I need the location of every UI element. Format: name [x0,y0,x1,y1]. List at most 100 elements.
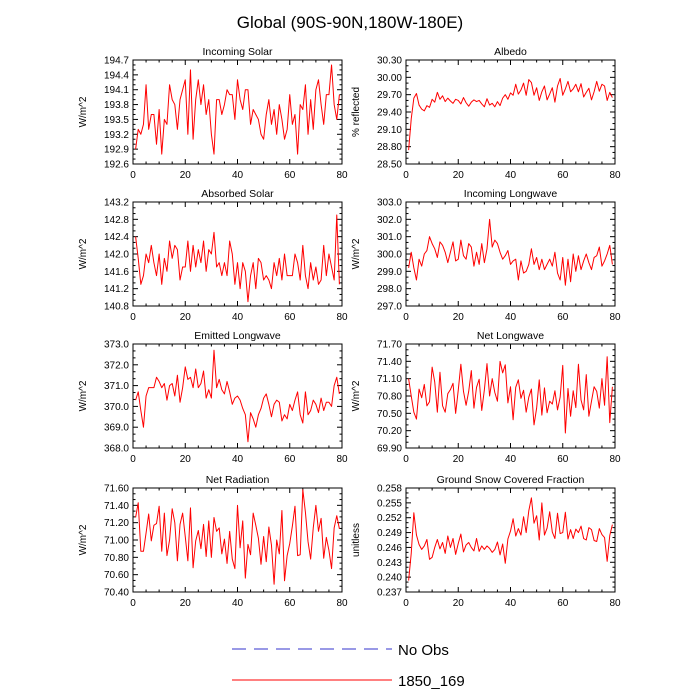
y-axis-label: % reflected [351,87,362,137]
x-tick-label: 20 [453,454,465,465]
x-tick-label: 80 [336,598,348,609]
panel-title: Net Longwave [477,330,544,342]
x-tick-label: 40 [232,454,244,465]
x-tick-label: 40 [505,598,517,609]
x-tick-label: 20 [453,170,465,181]
y-axis-label: W/m^2 [78,96,89,127]
y-tick-label: 140.8 [104,302,129,313]
y-tick-label: 370.0 [104,402,129,413]
y-tick-label: 70.20 [377,426,402,437]
series-line-1850-169 [135,489,340,585]
y-tick-label: 141.2 [104,284,129,295]
y-tick-label: 29.70 [377,90,402,101]
x-tick-label: 80 [609,598,621,609]
y-tick-label: 71.40 [104,501,129,512]
x-tick-label: 60 [284,598,296,609]
y-tick-label: 368.0 [104,444,129,455]
y-tick-label: 302.0 [377,215,402,226]
y-tick-label: 28.80 [377,142,402,153]
y-tick-label: 142.0 [104,250,129,261]
x-tick-label: 60 [557,454,569,465]
y-tick-label: 299.0 [377,267,402,278]
series-line-1850-169 [135,64,340,155]
y-axis-label: W/m^2 [78,524,89,555]
y-tick-label: 0.240 [377,573,402,584]
x-tick-label: 60 [284,454,296,465]
y-tick-label: 303.0 [377,198,402,209]
x-tick-label: 80 [609,312,621,323]
panel-emitted-longwave: Emitted Longwave W/m^2 0 20 40 60 80 368.0 369.0… [78,330,348,465]
y-tick-label: 0.243 [377,558,402,569]
plot-frame [405,343,616,449]
x-tick-label: 20 [453,598,465,609]
y-tick-label: 298.0 [377,284,402,295]
y-tick-label: 29.10 [377,125,402,136]
x-tick-label: 40 [505,454,517,465]
y-tick-label: 0.255 [377,498,402,509]
y-tick-label: 297.0 [377,302,402,313]
y-tick-label: 0.237 [377,588,402,599]
series-line-1850-169 [408,218,613,286]
panel-title: Albedo [494,46,527,58]
y-tick-label: 70.60 [104,570,129,581]
y-axis-label: W/m^2 [78,380,89,411]
x-tick-label: 40 [232,170,244,181]
y-tick-label: 28.50 [377,160,402,171]
x-tick-label: 20 [180,454,192,465]
y-tick-label: 71.10 [377,374,402,385]
y-tick-label: 142.8 [104,215,129,226]
y-tick-label: 70.40 [104,588,129,599]
panel-ground-snow-covered-fraction: Ground Snow Covered Fraction unitless 0 20 4… [351,474,621,609]
panel-title: Incoming Longwave [464,188,558,200]
series-line-1850-169 [408,77,613,151]
y-axis-label: unitless [351,523,362,557]
x-tick-label: 20 [180,312,192,323]
y-tick-label: 70.80 [104,553,129,564]
panel-title: Incoming Solar [202,46,273,58]
x-tick-label: 20 [453,312,465,323]
legend-label-obs: No Obs [398,642,449,659]
y-tick-label: 143.2 [104,198,129,209]
y-tick-label: 71.20 [104,518,129,529]
panel-albedo: Albedo % reflected 0 20 40 60 80 28.50 28.80 29.1… [351,46,621,181]
plot-frame [132,59,343,165]
y-tick-label: 193.5 [104,115,129,126]
y-tick-label: 71.70 [377,340,402,351]
x-tick-label: 40 [232,312,244,323]
y-tick-label: 371.0 [104,381,129,392]
x-tick-label: 40 [232,598,244,609]
x-tick-label: 80 [336,454,348,465]
series-line-1850-169 [135,214,340,303]
x-tick-label: 0 [403,454,409,465]
x-tick-label: 60 [557,170,569,181]
plot-frame [405,201,616,307]
x-tick-label: 0 [130,598,136,609]
panel-net-radiation: Net Radiation W/m^2 0 20 40 60 80 70.40 70.60 70.… [78,474,348,609]
panel-title: Absorbed Solar [201,188,274,200]
y-tick-label: 369.0 [104,423,129,434]
y-tick-label: 142.4 [104,232,129,243]
y-tick-label: 69.90 [377,444,402,455]
x-tick-label: 60 [557,312,569,323]
y-axis-label: W/m^2 [351,380,362,411]
series-line-1850-169 [408,497,613,581]
x-tick-label: 60 [284,170,296,181]
y-tick-label: 194.1 [104,85,129,96]
y-tick-label: 193.8 [104,100,129,111]
y-tick-label: 0.246 [377,543,402,554]
x-tick-label: 80 [336,170,348,181]
x-tick-label: 20 [180,170,192,181]
legend-label-case: 1850_169 [398,673,465,690]
x-tick-label: 0 [130,170,136,181]
y-tick-label: 70.50 [377,409,402,420]
y-tick-label: 193.2 [104,130,129,141]
y-tick-label: 0.249 [377,528,402,539]
figure-title: Global (90S-90N,180W-180E) [237,13,463,32]
y-tick-label: 194.7 [104,56,129,67]
y-tick-label: 29.40 [377,108,402,119]
y-tick-label: 192.6 [104,160,129,171]
y-tick-label: 373.0 [104,340,129,351]
legend: No Obs 1850_169 [232,642,465,690]
y-tick-label: 30.30 [377,56,402,67]
